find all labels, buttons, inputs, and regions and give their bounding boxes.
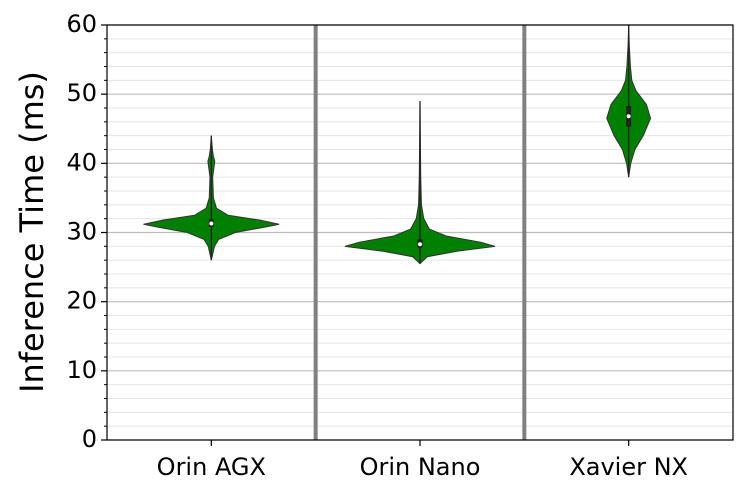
y-tick-label: 40 <box>66 148 97 176</box>
plot-frame <box>106 24 734 441</box>
y-tick-label: 50 <box>66 79 97 107</box>
median <box>418 242 422 247</box>
x-tick-label: Orin Nano <box>360 453 481 481</box>
x-tick-label: Orin AGX <box>157 453 266 481</box>
y-tick-label: 0 <box>82 425 97 453</box>
x-tick-label: Xavier NX <box>569 453 688 481</box>
y-tick-label: 20 <box>66 287 97 315</box>
y-tick-label: 60 <box>66 10 97 38</box>
median <box>626 114 631 119</box>
y-tick-label: 10 <box>66 356 97 384</box>
median <box>209 221 214 226</box>
y-axis-label: Inference Time (ms) <box>13 71 51 393</box>
y-tick-label: 30 <box>66 218 97 246</box>
